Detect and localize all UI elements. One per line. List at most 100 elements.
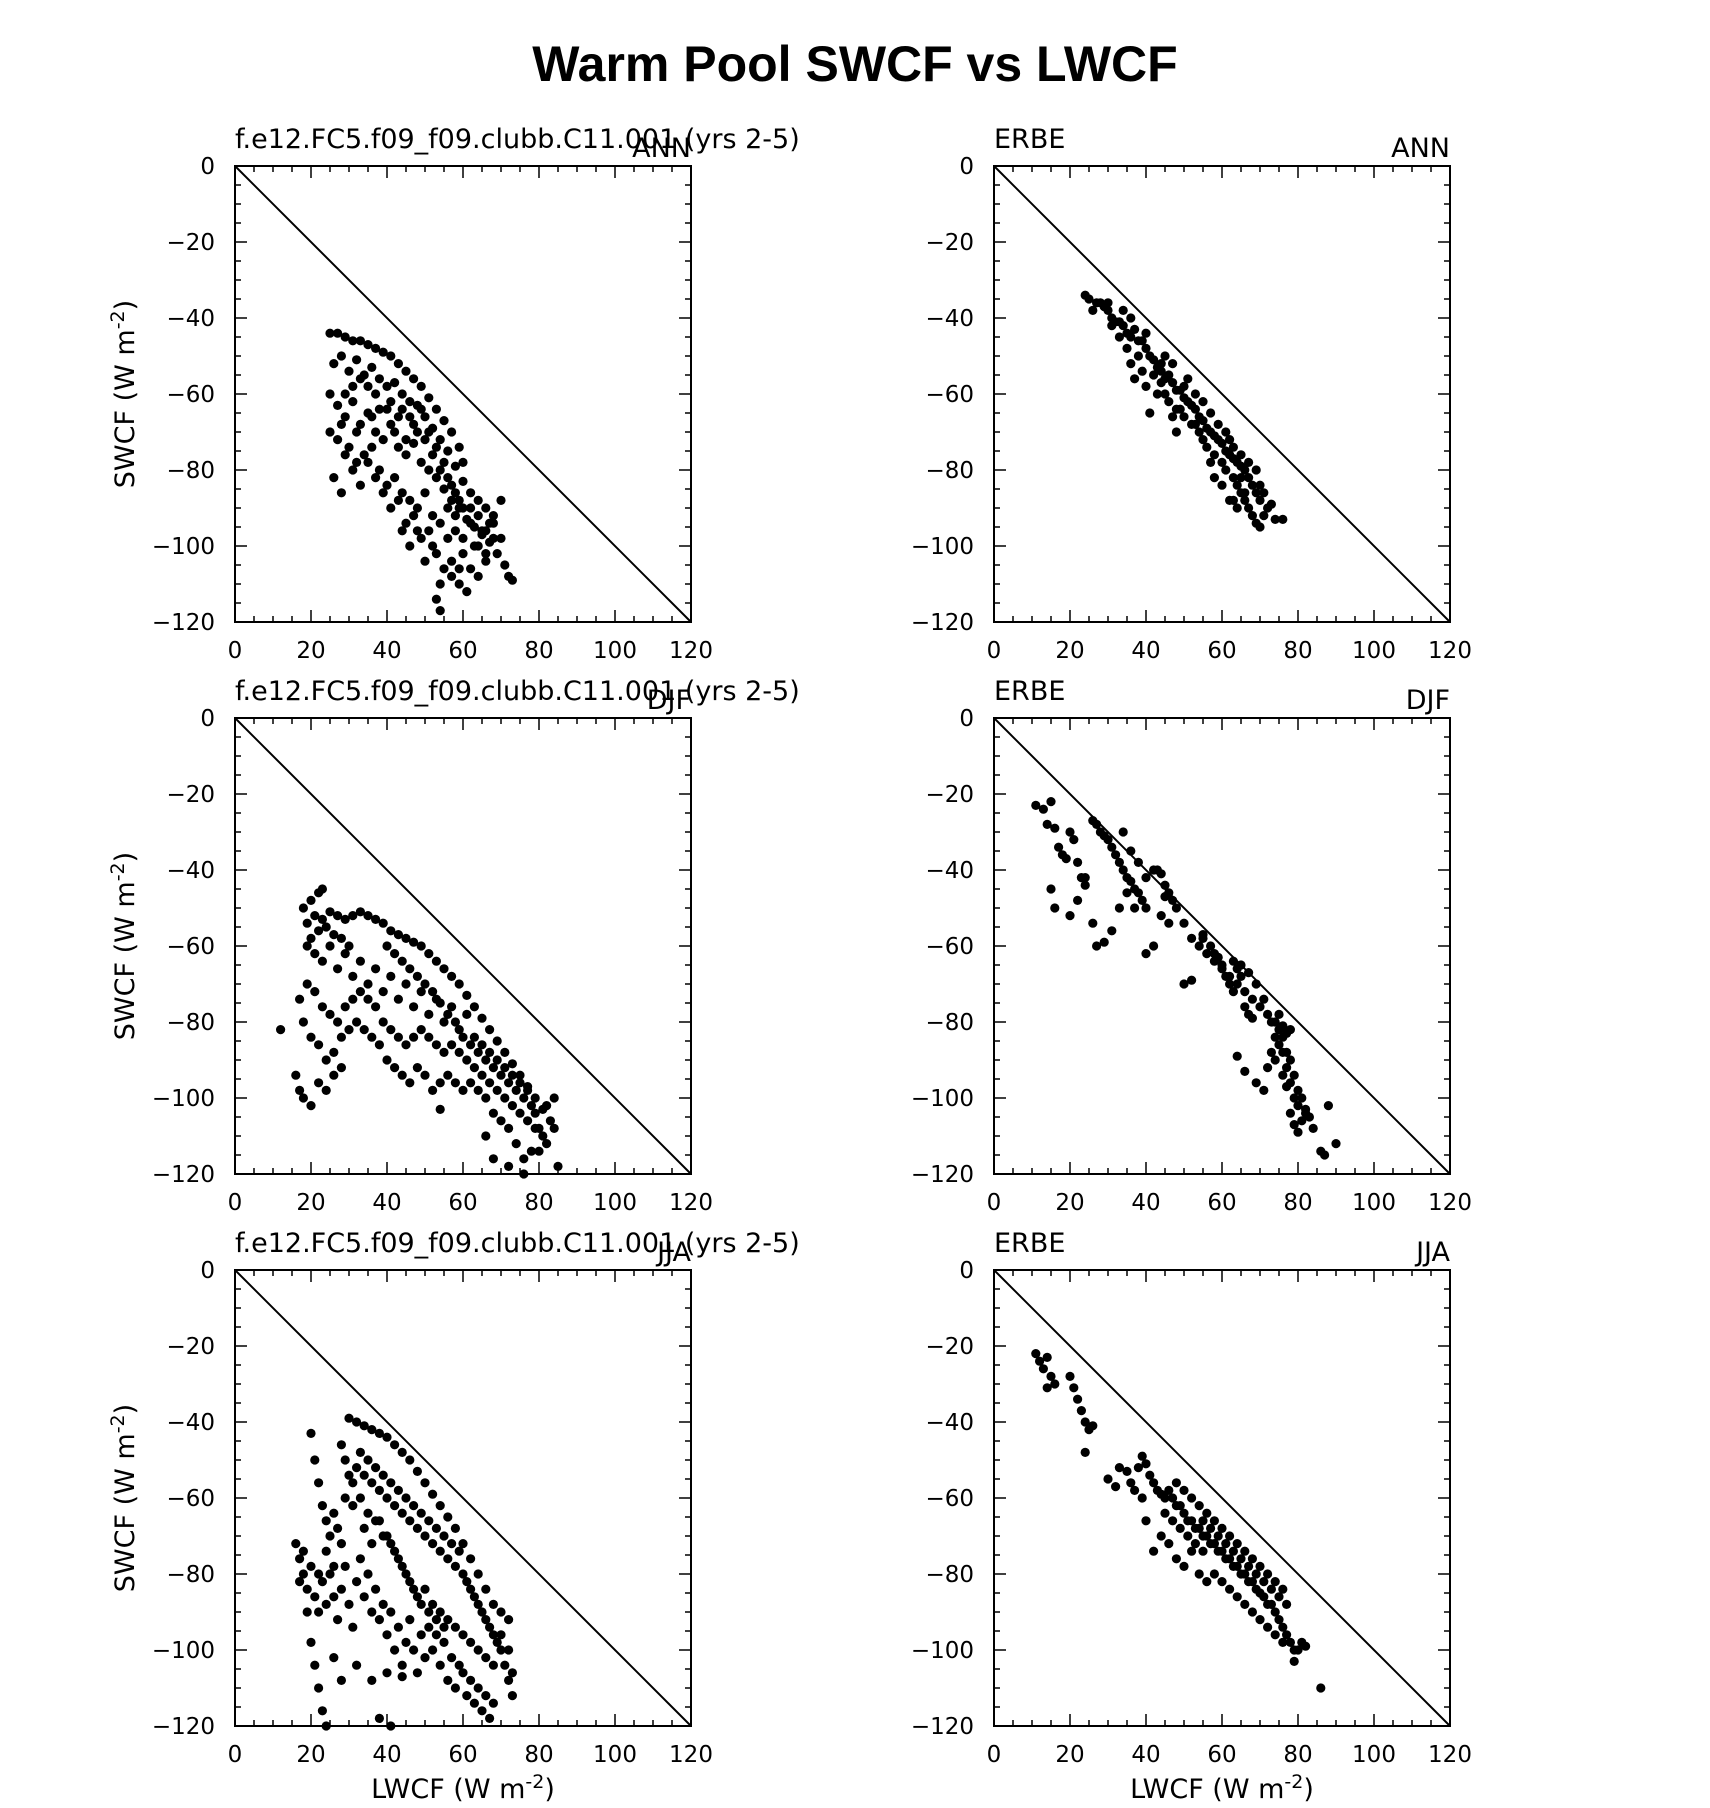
y-tick-label: −80 [166, 1010, 215, 1036]
data-point [1240, 1569, 1250, 1579]
data-point [481, 1584, 491, 1594]
data-point [424, 949, 434, 959]
x-tick-label: 100 [1352, 638, 1396, 664]
data-point [298, 1569, 308, 1579]
data-point [1164, 918, 1174, 928]
data-point [1126, 876, 1136, 887]
data-point [412, 1466, 422, 1476]
data-point [306, 1561, 316, 1571]
data-point [1266, 499, 1276, 509]
data-point [496, 1645, 506, 1655]
data-point [355, 480, 365, 490]
data-point [340, 1455, 350, 1465]
data-point [1232, 1539, 1242, 1549]
data-point [1107, 926, 1117, 936]
data-point [492, 1637, 502, 1647]
y-tick-label: −40 [925, 1410, 974, 1436]
data-point [393, 994, 403, 1004]
data-point [1278, 1637, 1288, 1647]
data-point [500, 1660, 510, 1670]
data-point [1232, 480, 1242, 490]
data-point [1133, 857, 1143, 868]
data-point [1270, 1607, 1280, 1617]
data-point [1141, 949, 1151, 959]
data-point [302, 979, 312, 989]
data-point [534, 1146, 544, 1156]
data-point [295, 1577, 305, 1587]
y-tick-label: −100 [152, 534, 215, 560]
data-point [390, 1063, 400, 1073]
data-point [393, 1554, 403, 1564]
data-point [1194, 941, 1204, 951]
data-point [1190, 404, 1200, 414]
data-point [393, 412, 403, 422]
data-point [435, 1607, 445, 1617]
data-point [344, 1025, 354, 1035]
data-point [443, 503, 453, 513]
data-point [306, 895, 316, 906]
data-point [416, 381, 426, 391]
data-point [1259, 1085, 1269, 1095]
data-point [1149, 370, 1159, 380]
data-point [416, 987, 426, 997]
data-point [1225, 435, 1235, 445]
data-point [1266, 1584, 1276, 1594]
data-point [1202, 1531, 1212, 1541]
data-point [416, 1599, 426, 1609]
data-point [1244, 968, 1254, 978]
data-point [496, 1607, 506, 1617]
data-point [481, 1615, 491, 1625]
data-point [1278, 514, 1288, 525]
data-point [298, 903, 308, 913]
data-point [1198, 933, 1208, 944]
data-point [317, 1501, 327, 1511]
data-point [1285, 1108, 1295, 1118]
data-point [363, 1508, 373, 1518]
data-point [1297, 1116, 1307, 1126]
data-point [450, 1017, 460, 1027]
data-point [1190, 1539, 1200, 1549]
data-point [1103, 835, 1113, 845]
data-point [1206, 1523, 1216, 1533]
data-point [458, 1032, 468, 1042]
data-point [310, 1455, 320, 1465]
data-point [352, 1417, 362, 1427]
data-point [336, 488, 346, 498]
data-point [325, 1531, 335, 1541]
data-point [355, 907, 365, 917]
data-point [371, 1516, 381, 1526]
data-point [416, 533, 426, 544]
data-point [306, 933, 316, 944]
y-tick-label: −80 [925, 1562, 974, 1588]
data-point [1149, 1478, 1159, 1488]
data-point [1198, 1546, 1208, 1556]
data-point [504, 1123, 514, 1133]
data-point [374, 1485, 384, 1495]
data-point [447, 495, 457, 505]
data-point [378, 435, 388, 445]
panel-left-title: f.e12.FC5.f09_f09.clubb.C11.001 (yrs 2-5… [235, 676, 800, 707]
data-point [367, 1478, 377, 1488]
y-tick-label: −60 [925, 382, 974, 408]
data-point [454, 1660, 464, 1670]
data-point [1323, 1101, 1333, 1111]
data-point [363, 340, 373, 350]
data-point [409, 438, 419, 448]
data-point [500, 1063, 510, 1073]
data-point [382, 480, 392, 490]
data-point [1149, 941, 1159, 951]
data-point [1137, 1493, 1147, 1503]
data-point [1274, 1592, 1284, 1602]
data-point [317, 1577, 327, 1587]
x-tick-label: 120 [669, 638, 713, 664]
data-point [1251, 465, 1261, 475]
x-tick-label: 0 [987, 1190, 1002, 1216]
data-point [386, 351, 396, 361]
data-point [1217, 438, 1227, 448]
data-point [1331, 1139, 1341, 1149]
x-tick-label: 20 [296, 1742, 325, 1768]
data-point [1213, 952, 1223, 963]
panel-right-title: JJA [655, 1237, 691, 1268]
data-point [481, 1691, 491, 1701]
data-point [466, 1554, 476, 1564]
